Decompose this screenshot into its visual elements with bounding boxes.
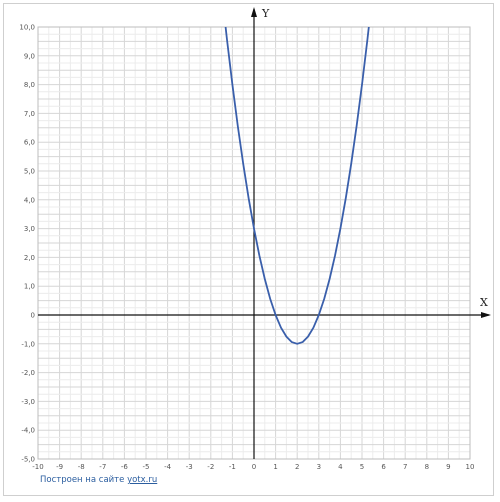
y-tick-label: 7,0 bbox=[24, 110, 35, 118]
x-tick-label: 10 bbox=[466, 463, 475, 471]
footer-credit: Построен на сайте yotx.ru bbox=[40, 475, 157, 485]
x-tick-label: 0 bbox=[252, 463, 256, 471]
y-tick-label: 6,0 bbox=[24, 139, 35, 147]
series-group bbox=[224, 27, 370, 345]
y-tick-label: 1,0 bbox=[24, 283, 35, 291]
x-tick-label: -4 bbox=[164, 463, 172, 471]
footer-prefix: Построен на сайте bbox=[40, 475, 128, 485]
footer-link[interactable]: yotx.ru bbox=[127, 475, 158, 485]
x-tick-label: -7 bbox=[99, 463, 106, 471]
y-tick-label: 0 bbox=[31, 312, 35, 320]
y-tick-label: 8,0 bbox=[24, 81, 35, 89]
y-tick-label: -4,0 bbox=[21, 427, 35, 435]
grid bbox=[37, 26, 471, 460]
y-axis-arrow bbox=[251, 7, 257, 17]
x-tick-label: -2 bbox=[207, 463, 214, 471]
axes bbox=[38, 7, 491, 459]
y-tick-label: 2,0 bbox=[24, 254, 35, 262]
y-tick-labels: 10,0 9,0 8,0 7,0 6,0 5,0 4,0 3,0 2,0 1,0 0 -1,0 -2,0… bbox=[19, 24, 35, 464]
y-tick-label: -3,0 bbox=[21, 398, 35, 406]
x-tick-label: -3 bbox=[186, 463, 193, 471]
x-tick-label: 3 bbox=[317, 463, 321, 471]
series-line bbox=[224, 27, 370, 345]
chart-frame bbox=[3, 3, 494, 496]
x-tick-label: -5 bbox=[143, 463, 150, 471]
y-tick-label: -1,0 bbox=[21, 340, 35, 348]
y-tick-label: -5,0 bbox=[21, 456, 35, 464]
x-tick-label: -8 bbox=[78, 463, 85, 471]
x-tick-label: 1 bbox=[273, 463, 277, 471]
x-tick-label: 7 bbox=[403, 463, 407, 471]
x-axis-label: X bbox=[480, 296, 488, 309]
y-tick-label: 9,0 bbox=[24, 52, 35, 60]
x-tick-label: -9 bbox=[56, 463, 63, 471]
x-tick-label: -10 bbox=[32, 463, 43, 471]
y-tick-label: 5,0 bbox=[24, 168, 35, 176]
x-tick-label: 5 bbox=[360, 463, 364, 471]
y-tick-label: 3,0 bbox=[24, 225, 35, 233]
x-tick-label: -6 bbox=[121, 463, 129, 471]
x-tick-label: 6 bbox=[381, 463, 386, 471]
x-axis-arrow bbox=[481, 312, 491, 318]
y-tick-label: 4,0 bbox=[24, 196, 35, 204]
x-tick-labels: -10 -9 -8 -7 -6 -5 -4 -3 -2 -1 0 1 2 3 4 5 6 7 8 9 10 bbox=[32, 463, 474, 471]
x-tick-label: 2 bbox=[295, 463, 299, 471]
x-tick-label: -1 bbox=[229, 463, 236, 471]
y-tick-label: 10,0 bbox=[19, 24, 35, 32]
x-tick-label: 8 bbox=[425, 463, 429, 471]
x-tick-label: 9 bbox=[446, 463, 450, 471]
y-tick-label: -2,0 bbox=[21, 369, 35, 377]
x-tick-label: 4 bbox=[338, 463, 343, 471]
y-axis-label: Y bbox=[261, 7, 270, 20]
